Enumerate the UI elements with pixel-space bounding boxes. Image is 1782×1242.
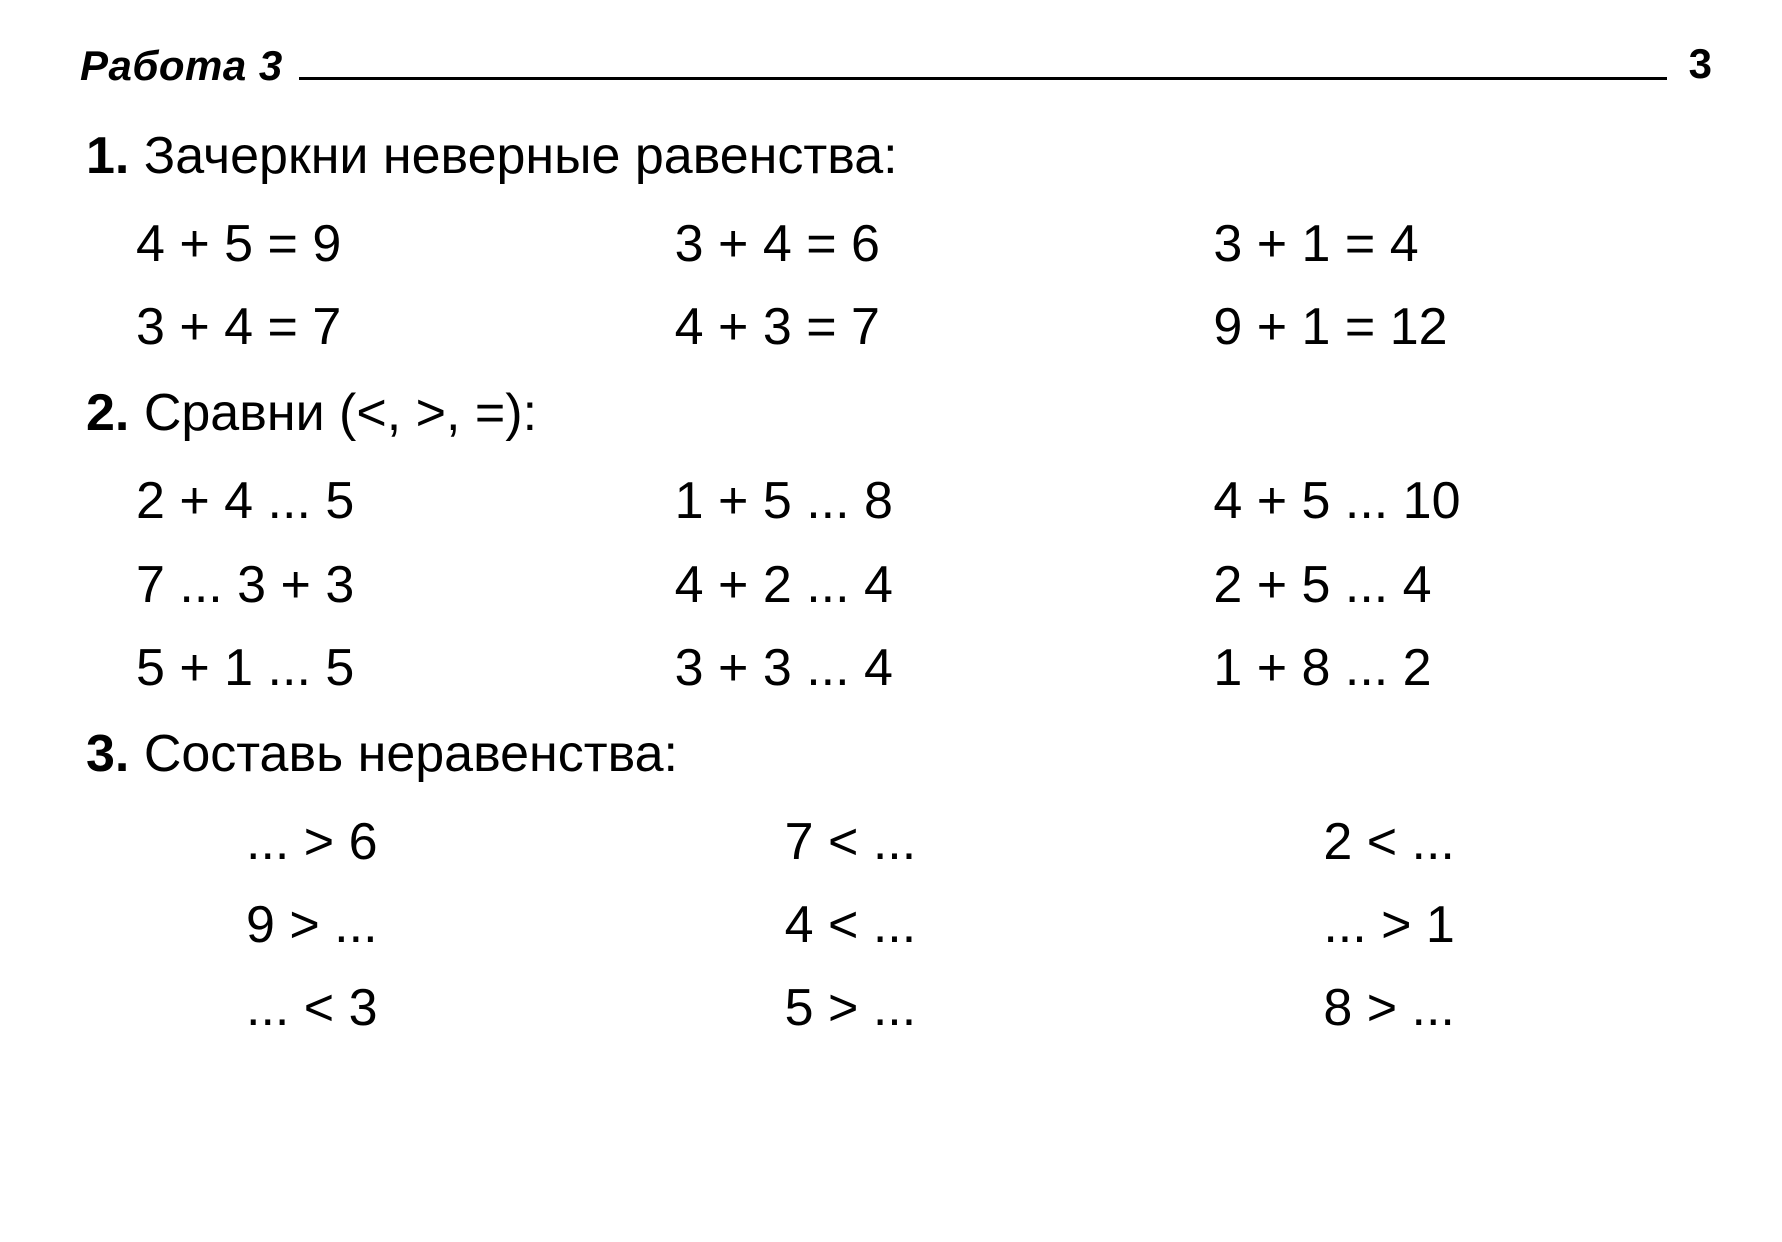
task-2-cell: 7 ... 3 + 3 <box>136 544 595 627</box>
task-2-cell: 1 + 5 ... 8 <box>675 460 1134 543</box>
task-2-number: 2. <box>86 384 129 442</box>
task-1-cell: 3 + 1 = 4 <box>1213 203 1672 286</box>
task-3: 3. Составь неравенства: ... > 6 7 < ... … <box>80 722 1712 1051</box>
task-2-cell: 3 + 3 ... 4 <box>675 627 1134 710</box>
task-2-title: 2. Сравни (<, >, =): <box>80 381 1712 446</box>
task-2-cell: 2 + 4 ... 5 <box>136 460 595 543</box>
task-3-cell: ... > 6 <box>136 801 595 884</box>
task-1-title: 1. Зачеркни неверные равенства: <box>80 124 1712 189</box>
task-2-cell: 4 + 5 ... 10 <box>1213 460 1672 543</box>
work-label: Работа 3 <box>80 42 293 90</box>
worksheet-page: Работа 3 3 1. Зачеркни неверные равенств… <box>0 0 1782 1242</box>
page-number: 3 <box>1681 40 1712 90</box>
task-3-number: 3. <box>86 725 129 783</box>
task-2-cell: 1 + 8 ... 2 <box>1213 627 1672 710</box>
task-3-cell: 5 > ... <box>675 967 1134 1050</box>
header-row: Работа 3 3 <box>80 40 1712 90</box>
task-2-cell: 2 + 5 ... 4 <box>1213 544 1672 627</box>
task-3-grid: ... > 6 7 < ... 2 < ... 9 > ... 4 < ... … <box>80 801 1712 1051</box>
task-3-cell: 4 < ... <box>675 884 1134 967</box>
task-3-cell: 2 < ... <box>1213 801 1672 884</box>
task-2-text: Сравни (<, >, =): <box>144 384 537 442</box>
task-2-grid: 2 + 4 ... 5 1 + 5 ... 8 4 + 5 ... 10 7 .… <box>80 460 1712 710</box>
task-1-number: 1. <box>86 127 129 185</box>
task-2: 2. Сравни (<, >, =): 2 + 4 ... 5 1 + 5 .… <box>80 381 1712 710</box>
task-3-title: 3. Составь неравенства: <box>80 722 1712 787</box>
task-3-cell: 7 < ... <box>675 801 1134 884</box>
task-2-cell: 5 + 1 ... 5 <box>136 627 595 710</box>
task-1-cell: 4 + 3 = 7 <box>675 286 1134 369</box>
task-1-text: Зачеркни неверные равенства: <box>144 127 898 185</box>
task-1-cell: 3 + 4 = 6 <box>675 203 1134 286</box>
task-3-text: Составь неравенства: <box>144 725 678 783</box>
task-1: 1. Зачеркни неверные равенства: 4 + 5 = … <box>80 124 1712 369</box>
task-2-cell: 4 + 2 ... 4 <box>675 544 1134 627</box>
task-3-cell: 9 > ... <box>136 884 595 967</box>
task-3-cell: ... > 1 <box>1213 884 1672 967</box>
header-underline <box>299 77 1667 80</box>
task-1-cell: 4 + 5 = 9 <box>136 203 595 286</box>
task-1-cell: 9 + 1 = 12 <box>1213 286 1672 369</box>
task-1-grid: 4 + 5 = 9 3 + 4 = 6 3 + 1 = 4 3 + 4 = 7 … <box>80 203 1712 369</box>
task-1-cell: 3 + 4 = 7 <box>136 286 595 369</box>
task-3-cell: 8 > ... <box>1213 967 1672 1050</box>
task-3-cell: ... < 3 <box>136 967 595 1050</box>
